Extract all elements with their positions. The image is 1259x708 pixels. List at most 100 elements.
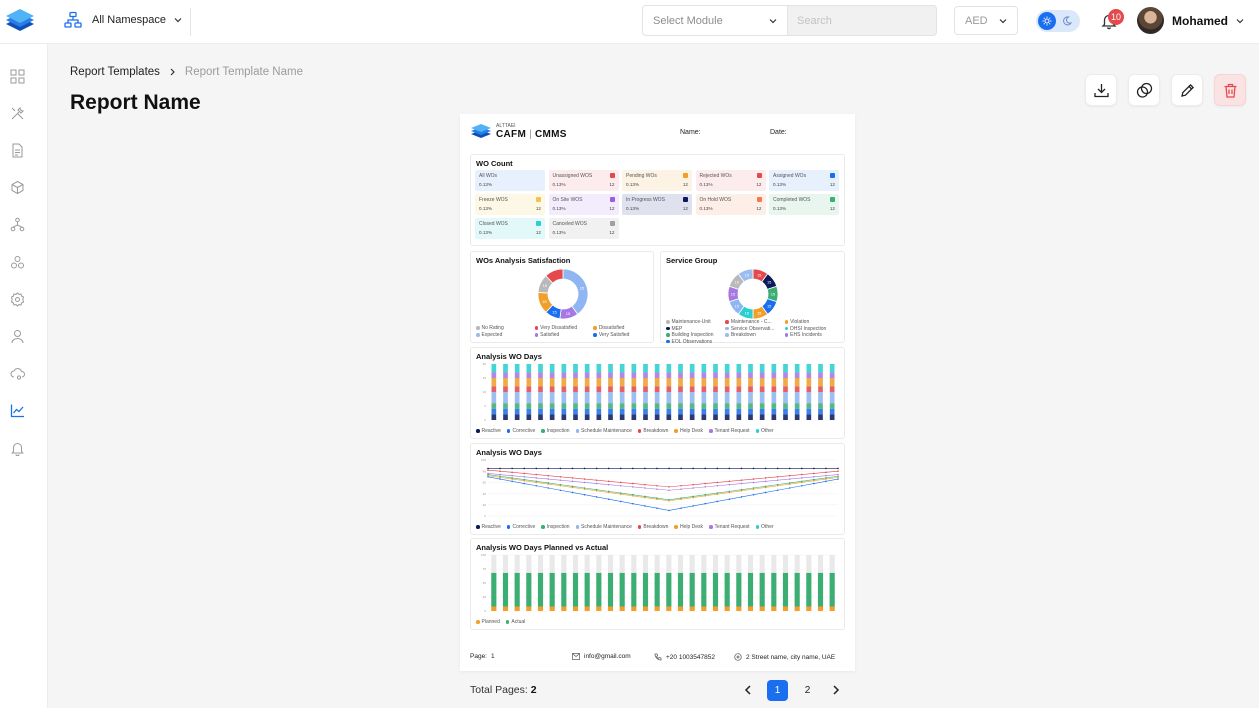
line-point (487, 473, 489, 476)
cloud-settings-icon[interactable] (9, 365, 25, 381)
line-point (595, 467, 598, 470)
line-point (656, 497, 658, 499)
stacked-bar-segment (491, 392, 497, 404)
stacked-bar-segment (759, 403, 765, 409)
wo-tile: Pending WOs 0.13% 12 (622, 170, 692, 191)
bell-icon[interactable] (9, 440, 25, 456)
hierarchy-icon[interactable] (9, 216, 25, 232)
breadcrumb-report-templates[interactable]: Report Templates (70, 66, 160, 78)
wo-days-line-chart: 0 20 40 60 80 100 (481, 458, 839, 518)
wo-tile-count: 12 (756, 206, 762, 211)
line-point (523, 472, 526, 475)
stacked-bar-segment (538, 414, 543, 420)
modules-icon[interactable] (9, 254, 25, 270)
stacked-bar-segment (619, 372, 625, 378)
legend-label: Service Observati... (730, 325, 775, 332)
stacked-bar-segment (689, 364, 695, 373)
line-point (752, 467, 755, 470)
donut-slice (737, 268, 754, 283)
next-page-button[interactable] (827, 681, 845, 699)
line-series (487, 475, 839, 502)
line-point (728, 467, 731, 470)
stacked-bar-segment (608, 378, 613, 387)
document-icon[interactable] (9, 142, 25, 158)
tools-icon[interactable] (9, 105, 25, 121)
prev-page-button[interactable] (739, 681, 757, 699)
planned-bar (724, 606, 730, 611)
stacked-bar-segment (736, 392, 742, 404)
line-point (776, 489, 779, 492)
y-tick-label: 40 (483, 492, 487, 496)
stacked-bar-segment (514, 414, 520, 420)
wo-days-bar-card: Analysis WO Days 0 5 10 15 20 Reactive Correc… (470, 347, 845, 439)
line-point (535, 467, 538, 470)
line-point (547, 483, 550, 485)
legend-item: Help Desk (674, 428, 703, 434)
dashboard-icon[interactable] (9, 68, 25, 84)
line-point (680, 484, 682, 487)
delete-button[interactable] (1214, 74, 1246, 106)
actual-bar (502, 572, 509, 607)
stacked-bar-segment (643, 392, 648, 404)
app-logo[interactable] (2, 3, 38, 39)
stacked-bar-segment (829, 372, 835, 378)
page-1-button[interactable]: 1 (767, 680, 788, 701)
stacked-bar-segment (701, 386, 707, 392)
line-point (619, 492, 622, 494)
line-point (499, 473, 501, 476)
stacked-bar-segment (596, 372, 602, 378)
line-series (487, 469, 839, 488)
wo-count-title: WO Count (476, 159, 513, 168)
legend-label: Dissatisfied (598, 325, 625, 331)
pencil-icon (1180, 83, 1194, 97)
copy-button[interactable] (1128, 74, 1160, 106)
actual-bar (596, 572, 602, 607)
wo-tile-label: In Progress WOS (626, 197, 665, 203)
wo-tile-label: Freeze WOS (479, 197, 508, 203)
settings-icon[interactable] (9, 291, 25, 307)
theme-toggle[interactable] (1036, 10, 1080, 32)
legend-dot (709, 429, 713, 433)
legend-label: Schedule Maintenance (581, 524, 632, 530)
legend-dot (593, 333, 597, 337)
y-tick-label: 0 (484, 514, 486, 518)
module-select[interactable]: Select Module (642, 5, 788, 36)
stacked-bar-segment (654, 372, 660, 378)
stacked-bar-segment (608, 386, 613, 392)
stacked-bar-segment (806, 372, 812, 378)
line-point (632, 482, 634, 485)
user-icon[interactable] (9, 328, 25, 344)
line-point (547, 482, 550, 484)
line-point (788, 483, 791, 485)
namespace-selector[interactable]: All Namespace (64, 11, 182, 29)
cube-icon[interactable] (9, 179, 25, 195)
page-2-button[interactable]: 2 (804, 685, 811, 696)
legend-dot (784, 326, 789, 331)
stacked-bar-segment (771, 403, 777, 409)
line-point (607, 483, 610, 486)
edit-button[interactable] (1171, 74, 1203, 106)
module-select-placeholder: Select Module (653, 14, 723, 27)
legend-label: Breakdown (643, 524, 669, 530)
actual-bar (829, 572, 835, 607)
user-menu[interactable]: Mohamed (1137, 7, 1244, 34)
y-tick-label: 0 (484, 609, 486, 613)
line-series (487, 473, 839, 491)
search-input[interactable] (788, 5, 937, 36)
analytics-icon[interactable] (9, 402, 25, 418)
donut-slice-label: 15 (771, 292, 776, 297)
line-point (788, 487, 791, 489)
stacked-bar-segment (538, 408, 543, 415)
stacked-bar-segment (573, 378, 578, 387)
legend-label: Tenant Request (714, 524, 750, 530)
line-point (704, 493, 707, 496)
donut-slice-label: 15 (745, 272, 750, 277)
download-button[interactable] (1085, 74, 1117, 106)
line-point (571, 485, 574, 488)
line-point (487, 467, 489, 470)
line-point (656, 484, 658, 487)
wo-tile-count: 12 (829, 182, 835, 187)
line-point (644, 483, 646, 486)
legend-item: DHSI Inspection (784, 326, 844, 332)
currency-select[interactable]: AED (954, 6, 1018, 35)
